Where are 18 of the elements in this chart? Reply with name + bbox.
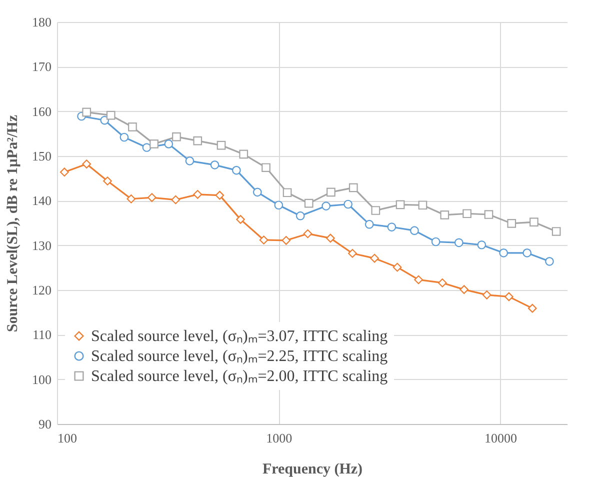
legend-label: Scaled source level, (σₙ)ₘ=2.25, ITTC scaling bbox=[91, 348, 388, 365]
x-tick-label: 1000 bbox=[266, 430, 292, 446]
y-tick-label: 140 bbox=[32, 193, 52, 208]
y-tick-label: 130 bbox=[32, 238, 52, 253]
legend-label: Scaled source level, (σₙ)ₘ=2.00, ITTC scaling bbox=[91, 368, 388, 385]
legend-label: Scaled source level, (σₙ)ₘ=3.07, ITTC scaling bbox=[91, 328, 388, 345]
y-tick-label: 150 bbox=[32, 148, 52, 164]
y-tick-label: 90 bbox=[38, 416, 52, 432]
y-tick-label: 170 bbox=[32, 59, 52, 74]
x-tick-label: 10000 bbox=[484, 430, 518, 446]
y-tick-label: 110 bbox=[32, 327, 52, 342]
y-axis-title: Source Level(SL), dB re 1µPa²/Hz bbox=[5, 114, 21, 332]
x-axis-title: Frequency (Hz) bbox=[262, 462, 363, 477]
y-tick-label: 160 bbox=[32, 104, 52, 119]
y-tick-label: 120 bbox=[32, 282, 52, 298]
x-tick-label: 100 bbox=[58, 430, 77, 446]
y-tick-label: 180 bbox=[32, 14, 52, 30]
y-tick-label: 100 bbox=[32, 372, 52, 387]
